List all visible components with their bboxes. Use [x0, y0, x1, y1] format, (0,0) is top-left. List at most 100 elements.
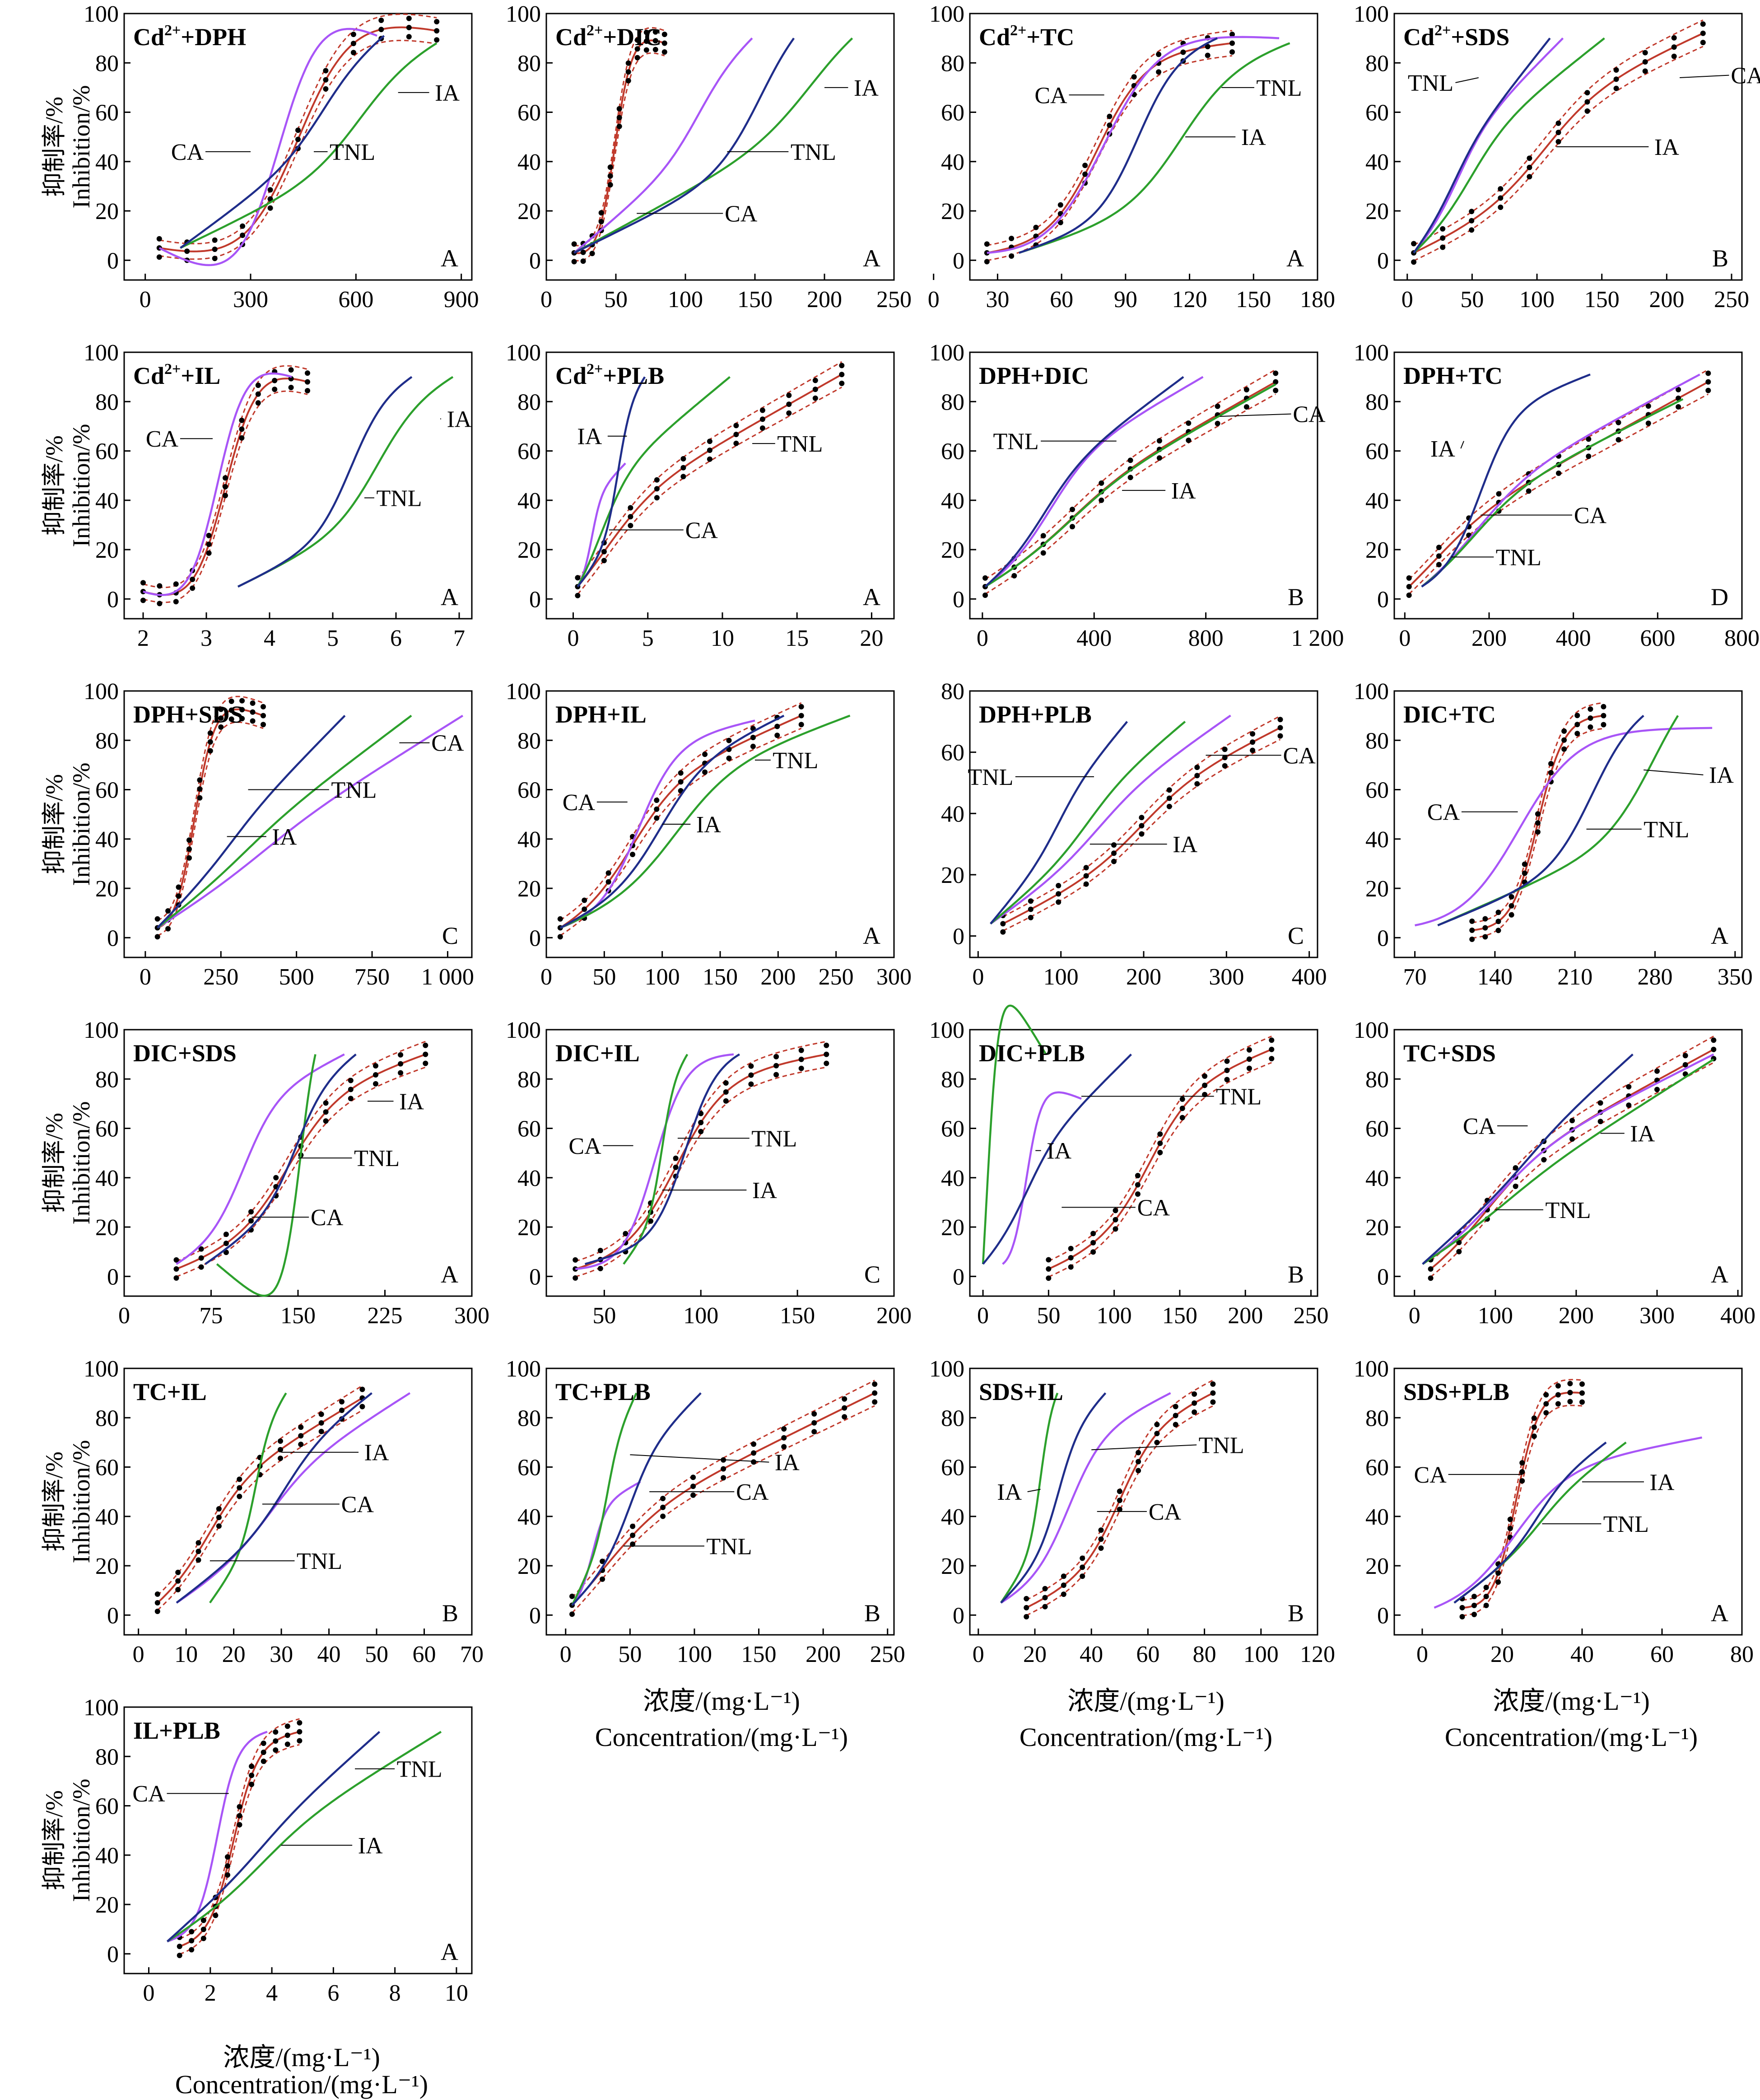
- y-tick-label: 60: [941, 1116, 964, 1142]
- panel-title: Cd2++IL: [133, 361, 220, 389]
- observed-point: [1588, 724, 1593, 730]
- observed-point: [625, 60, 631, 66]
- callout-label: IA: [435, 80, 460, 106]
- observed-point: [190, 585, 196, 591]
- panel-title: Cd2++DIC: [555, 22, 661, 51]
- observed-point: [1222, 755, 1228, 761]
- ylabel-en: Inhibition/%: [68, 763, 95, 886]
- observed-point: [1224, 1068, 1230, 1073]
- observed-point: [273, 1738, 279, 1744]
- y-tick-label: 0: [1377, 248, 1389, 274]
- fitted-curve: [575, 1053, 827, 1270]
- x-tick-label: 50: [618, 1642, 642, 1667]
- observed-point: [824, 1060, 829, 1066]
- y-tick-label: 0: [529, 1264, 541, 1290]
- observed-point: [1555, 120, 1561, 126]
- observed-point: [1495, 928, 1501, 933]
- observed-point: [1471, 1602, 1477, 1608]
- panel-letter: B: [442, 1600, 458, 1627]
- observed-point: [1406, 575, 1412, 581]
- series-line-ia: [559, 714, 851, 929]
- observed-point: [1009, 236, 1015, 241]
- observed-point: [1068, 1255, 1074, 1260]
- observed-point: [678, 770, 684, 776]
- observed-point: [1090, 1249, 1096, 1255]
- observed-point: [786, 392, 792, 398]
- y-tick-label: 40: [517, 1166, 541, 1191]
- y-tick-label: 40: [941, 1166, 964, 1191]
- callout-label: TNL: [773, 748, 818, 774]
- observed-point: [250, 718, 256, 724]
- observed-point: [1157, 1140, 1163, 1146]
- observed-point: [323, 1118, 329, 1124]
- observed-point: [1000, 921, 1006, 927]
- y-tick-label: 80: [517, 1067, 541, 1092]
- observed-point: [605, 870, 611, 876]
- y-tick-label: 80: [941, 679, 964, 705]
- ylabel-cn: 抑制率/%: [41, 435, 68, 536]
- observed-point: [1277, 733, 1283, 739]
- x-tick-label: 70: [460, 1642, 484, 1667]
- observed-point: [1156, 438, 1162, 443]
- observed-point: [634, 37, 640, 43]
- y-tick-label: 40: [1365, 827, 1389, 853]
- observed-point: [1428, 1266, 1434, 1272]
- observed-point: [601, 558, 607, 564]
- x-tick-label: 300: [454, 1303, 489, 1329]
- y-tick-label: 60: [941, 740, 964, 766]
- callout-leader: [1680, 75, 1729, 79]
- y-tick-label: 20: [95, 1892, 119, 1918]
- callout-label: CA: [1574, 503, 1607, 529]
- panel-letter: A: [1711, 1600, 1728, 1627]
- observed-point: [173, 1266, 179, 1272]
- observed-point: [173, 1257, 179, 1263]
- observed-point: [680, 474, 686, 480]
- x-tick-label: 80: [1730, 1642, 1754, 1667]
- observed-point: [625, 78, 631, 84]
- y-tick-label: 100: [1354, 679, 1389, 705]
- xlabel-en-col2: Concentration/(mg·L⁻¹): [595, 1722, 848, 1752]
- callout-label: IA: [1630, 1121, 1655, 1147]
- observed-point: [350, 32, 356, 37]
- y-tick-label: 80: [1365, 389, 1389, 415]
- observed-point: [630, 852, 635, 857]
- series-line-tnl: [982, 1054, 1132, 1265]
- observed-point: [223, 493, 228, 499]
- chart-panel: 0 20 40 60 80 100 0 50 100 150 200 250 TNL IA CA DIC+PL…: [929, 1004, 1328, 1329]
- x-tick-label: 120: [1300, 1642, 1335, 1667]
- panel-title: DPH+SDS: [133, 701, 243, 728]
- observed-point: [1046, 1275, 1052, 1281]
- callout-label: IA: [399, 1089, 424, 1115]
- observed-point: [250, 709, 256, 715]
- observed-point: [1671, 35, 1677, 41]
- observed-point: [278, 1456, 283, 1461]
- panel-letter: B: [1288, 1261, 1304, 1288]
- observed-point: [157, 601, 163, 607]
- observed-point: [1567, 1390, 1573, 1395]
- observed-point: [165, 926, 171, 932]
- observed-point: [1070, 524, 1075, 530]
- callout-label: CA: [146, 426, 179, 452]
- x-tick-label: 10: [174, 1642, 198, 1667]
- x-tick-label: 0: [133, 1642, 144, 1667]
- y-tick-label: 100: [84, 1356, 119, 1382]
- y-tick-label: 80: [1365, 51, 1389, 76]
- observed-point: [1277, 725, 1283, 731]
- series-line-ia: [1413, 37, 1605, 254]
- observed-point: [198, 1264, 204, 1270]
- observed-point: [1711, 1046, 1717, 1052]
- observed-point: [1601, 704, 1606, 709]
- y-tick-label: 40: [95, 488, 119, 514]
- y-tick-label: 100: [506, 340, 541, 366]
- observed-point: [323, 86, 329, 92]
- observed-point: [186, 855, 192, 861]
- chart-panel: 0 20 40 60 80 100 0 50 100 150 200 250 IA TNL CA Cd2++D…: [506, 1, 912, 313]
- series-line-ia: [1000, 1392, 1059, 1604]
- observed-point: [680, 465, 686, 471]
- observed-point: [173, 1275, 179, 1281]
- observed-point: [1192, 1391, 1197, 1397]
- observed-point: [1645, 403, 1651, 409]
- observed-point: [1526, 488, 1532, 494]
- observed-point: [1579, 1381, 1585, 1387]
